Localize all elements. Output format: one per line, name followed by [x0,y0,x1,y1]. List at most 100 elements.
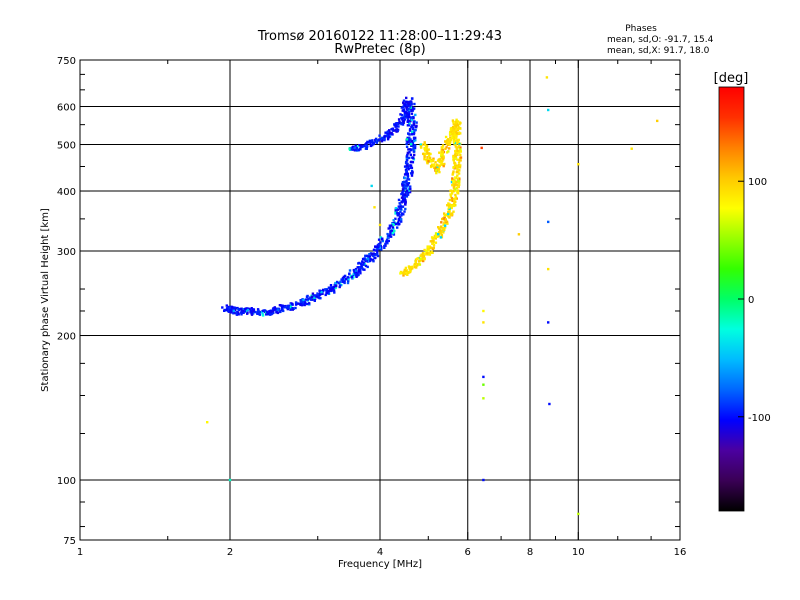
data-point [352,276,355,279]
data-point [419,145,423,148]
data-point [408,136,411,139]
data-point [363,268,366,271]
data-point [407,108,410,111]
data-point [320,290,323,294]
data-point [406,172,409,175]
data-point [402,116,405,120]
data-point [366,140,369,144]
data-point [448,140,451,143]
data-point [424,252,427,255]
data-point [364,143,367,146]
data-point [405,138,409,141]
data-point [402,270,406,273]
data-point [376,254,380,258]
data-point [433,234,437,238]
data-point [439,236,443,239]
data-point [405,116,409,119]
data-point [384,242,387,246]
data-point [234,308,237,311]
chart-subtitle: RwPretec (8p) [334,42,425,57]
data-point [395,130,398,133]
data-point [400,196,404,199]
data-point [409,166,412,169]
data-point [405,111,409,115]
data-point [445,151,449,154]
data-point [451,128,454,131]
data-point [480,146,483,150]
data-point [232,312,235,315]
data-point [400,220,403,223]
data-point [412,144,415,147]
data-point [261,309,265,312]
data-point [444,213,447,217]
data-point [370,258,373,261]
data-point [413,102,416,106]
x-tick-label: 6 [465,547,471,558]
data-point [403,176,406,180]
data-point [402,189,405,193]
data-point [403,210,406,213]
data-point [447,150,450,153]
data-point [456,192,460,195]
data-point [415,124,418,128]
data-point [451,171,455,175]
data-point [392,223,395,227]
data-point [303,303,306,307]
data-point [358,266,361,269]
data-point [450,180,454,184]
axis-ticks: 1 2 4 6 8 10 16 75 100 200 300 400 500 600 750 [57,56,686,558]
data-point [380,140,384,143]
data-point [447,142,450,146]
data-point [388,129,391,132]
data-point [443,224,447,227]
data-point [405,189,409,193]
data-point [361,266,364,270]
data-point [452,180,455,183]
data-point [392,219,395,222]
data-point [452,155,455,159]
data-point [386,242,389,245]
data-point [443,212,446,215]
data-point [458,183,461,186]
data-point [388,135,392,138]
data-point [457,161,461,164]
data-point [406,175,410,178]
data-point [240,308,244,311]
data-point [450,197,454,200]
data-point [437,169,440,172]
data-point [404,266,408,270]
data-point [401,188,405,191]
data-point [379,236,383,239]
data-point [366,254,369,257]
data-point [397,122,400,126]
data-point [300,299,303,302]
data-point [410,118,414,122]
data-point [388,234,392,237]
data-point [434,241,438,244]
data-point [453,199,456,202]
data-point [482,375,485,379]
data-point [406,183,409,186]
data-point [318,289,321,292]
data-point [407,189,411,192]
data-point [406,153,409,157]
data-point [411,127,415,130]
data-point [386,138,390,141]
data-point [316,293,319,296]
data-point [408,265,411,269]
data-point [405,100,408,104]
data-point [353,270,356,273]
x-tick-label: 1 [77,547,83,558]
chart-title: Tromsø 20160122 11:28:00–11:29:43 [257,29,502,44]
y-tick-label: 500 [57,141,76,152]
data-point [458,166,462,169]
data-point [426,162,429,165]
data-point [333,291,336,294]
data-point [413,129,416,132]
data-point [395,209,399,212]
colorbar-tick-label: -100 [748,413,771,424]
data-point [348,147,351,150]
data-point [402,101,405,104]
data-point [397,125,400,128]
data-point [388,226,392,229]
